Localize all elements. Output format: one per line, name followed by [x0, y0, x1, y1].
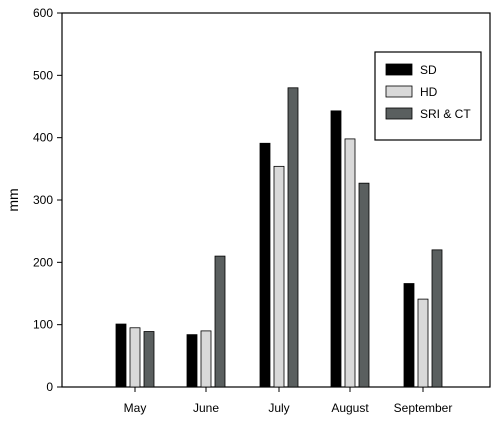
y-tick-label: 600 — [33, 6, 53, 20]
legend-swatch — [385, 63, 413, 76]
bar-sd-july — [259, 142, 271, 388]
y-tick-label: 100 — [33, 318, 53, 332]
bar-sd-june — [186, 334, 198, 388]
y-axis-title: mm — [5, 188, 21, 211]
legend-swatch — [385, 107, 413, 120]
legend: SD HD SRI & CT — [374, 51, 482, 141]
bar-hd-july — [273, 165, 285, 388]
bar-sri-ct-may — [143, 331, 155, 388]
x-tick-label: August — [331, 401, 369, 415]
legend-label: SD — [420, 63, 437, 77]
bar-sd-september — [403, 283, 415, 388]
bar-sd-august — [330, 110, 342, 388]
y-tick-label: 0 — [46, 380, 53, 394]
bar-hd-june — [200, 330, 212, 388]
bar-hd-august — [344, 138, 356, 388]
y-tick-label: 400 — [33, 131, 53, 145]
bars — [115, 87, 443, 388]
bar-hd-september — [417, 298, 429, 388]
bar-hd-may — [129, 327, 141, 388]
x-tick-label: July — [268, 401, 289, 415]
legend-label: HD — [420, 85, 438, 99]
y-axis: 0 100 200 300 400 500 600 — [33, 6, 62, 394]
y-tick-label: 300 — [33, 193, 53, 207]
bar-sri-ct-july — [287, 87, 299, 388]
legend-label: SRI & CT — [420, 107, 471, 121]
bar-sri-ct-june — [214, 255, 226, 388]
bar-sri-ct-august — [358, 182, 370, 388]
y-tick-label: 500 — [33, 68, 53, 82]
x-tick-label: May — [124, 401, 147, 415]
x-tick-label: June — [193, 401, 219, 415]
bar-sd-may — [115, 323, 127, 388]
y-tick-label: 200 — [33, 255, 53, 269]
x-tick-label: September — [394, 401, 453, 415]
legend-swatch — [385, 85, 413, 98]
x-axis: May June July August September — [124, 387, 453, 415]
bar-sri-ct-september — [431, 249, 443, 388]
